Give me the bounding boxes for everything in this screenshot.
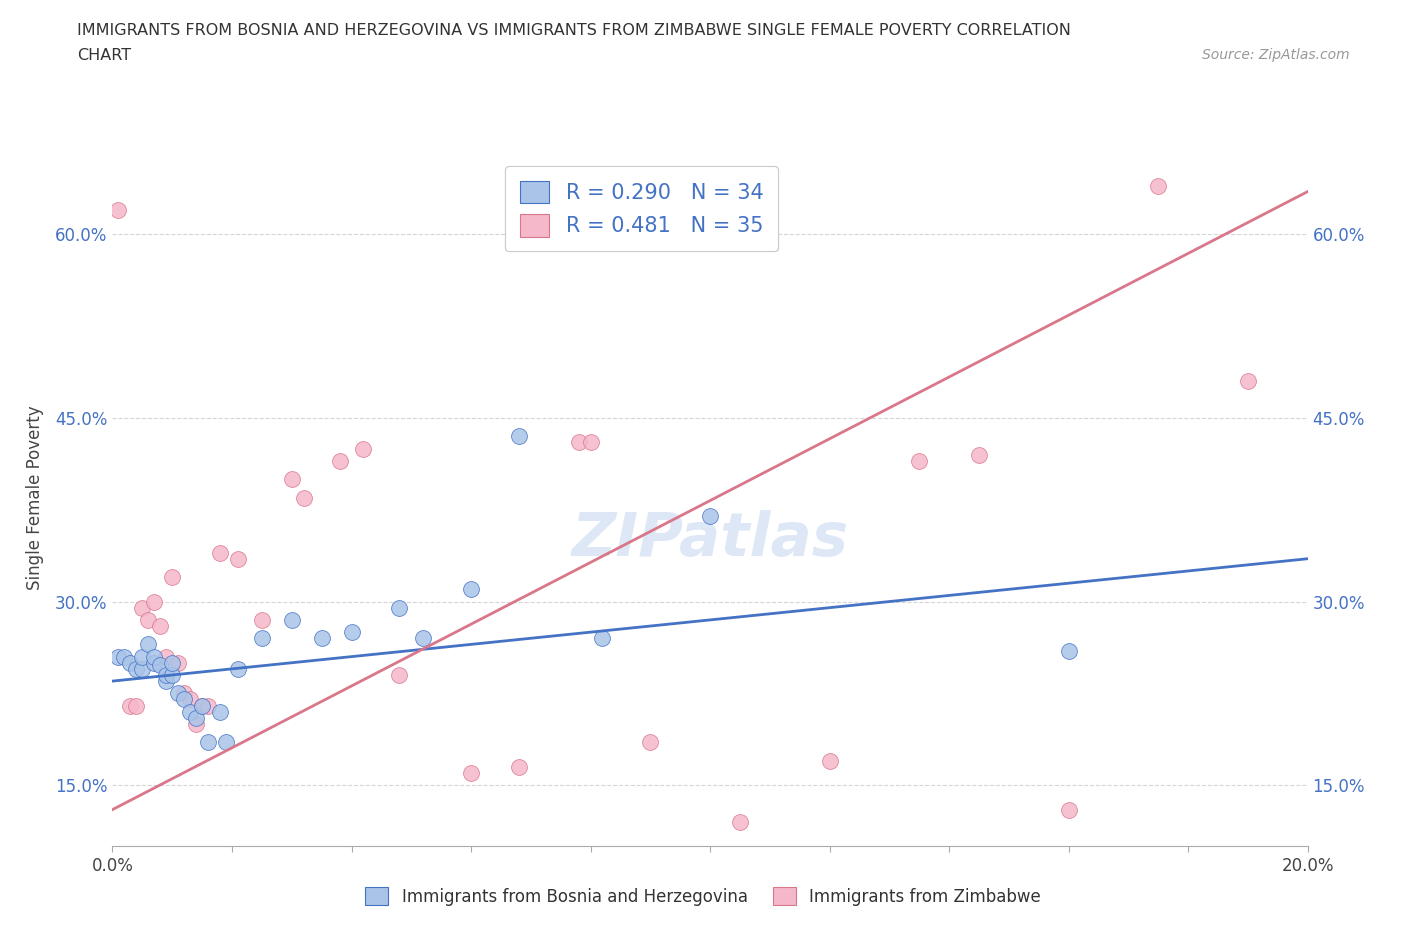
Point [967,447,990,462]
Point [191,698,214,713]
Point [155,673,177,688]
Point [162,570,183,585]
Point [143,649,166,664]
Point [340,625,363,640]
Point [311,631,333,645]
Point [179,704,201,719]
Point [173,686,195,701]
Point [167,686,190,701]
Point [292,490,315,505]
Point [143,594,166,609]
Point [412,631,434,645]
Point [155,649,177,664]
Point [138,613,160,628]
Point [167,656,190,671]
Point [508,429,530,444]
Point [352,441,374,456]
Point [208,545,231,560]
Point [388,668,411,683]
Point [107,203,129,218]
Point [120,698,142,713]
Point [186,711,208,725]
Point [186,716,208,731]
Point [162,668,183,683]
Point [143,656,166,671]
Point [197,698,219,713]
Point [567,435,591,450]
Point [131,661,153,676]
Point [173,692,195,707]
Point [250,631,273,645]
Text: CHART: CHART [77,48,131,63]
Point [114,649,135,664]
Point [226,551,249,566]
Point [138,637,160,652]
Point [191,698,214,713]
Legend: R = 0.290   N = 34, R = 0.481   N = 35: R = 0.290 N = 34, R = 0.481 N = 35 [505,166,778,251]
Point [728,815,751,830]
Point [155,668,177,683]
Point [508,759,530,774]
Point [149,618,172,633]
Point [388,600,411,615]
Point [125,661,148,676]
Point [1237,374,1260,389]
Point [250,613,273,628]
Point [460,582,482,597]
Y-axis label: Single Female Poverty: Single Female Poverty [25,405,44,590]
Point [125,698,148,713]
Point [179,692,201,707]
Point [149,658,172,672]
Point [1147,178,1170,193]
Point [226,661,249,676]
Point [208,704,231,719]
Point [281,613,304,628]
Point [592,631,614,645]
Legend: Immigrants from Bosnia and Herzegovina, Immigrants from Zimbabwe: Immigrants from Bosnia and Herzegovina, … [359,881,1047,912]
Point [120,656,142,671]
Point [131,600,153,615]
Point [162,656,183,671]
Point [699,509,721,524]
Point [281,472,304,486]
Point [579,435,602,450]
Text: Source: ZipAtlas.com: Source: ZipAtlas.com [1202,48,1350,62]
Point [638,735,662,750]
Point [1057,643,1080,658]
Point [107,649,129,664]
Text: IMMIGRANTS FROM BOSNIA AND HERZEGOVINA VS IMMIGRANTS FROM ZIMBABWE SINGLE FEMALE: IMMIGRANTS FROM BOSNIA AND HERZEGOVINA V… [77,23,1071,38]
Point [460,765,482,780]
Point [328,454,352,469]
Point [818,753,841,768]
Point [1057,803,1080,817]
Point [197,735,219,750]
Point [215,735,238,750]
Point [131,649,153,664]
Point [908,454,931,469]
Text: ZIPatlas: ZIPatlas [571,510,849,569]
